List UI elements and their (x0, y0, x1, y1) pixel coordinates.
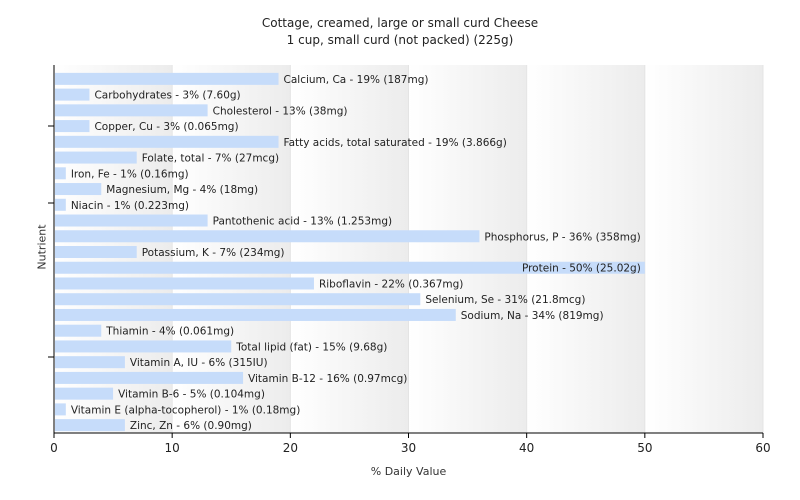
bar (55, 151, 137, 164)
x-tick-label: 60 (755, 441, 770, 455)
data-label: Phosphorus, P - 36% (358mg) (484, 231, 640, 243)
bar (55, 403, 66, 416)
x-tick-label: 20 (283, 441, 298, 455)
bar (55, 135, 279, 148)
data-label: Total lipid (fat) - 15% (9.68g) (235, 341, 387, 353)
data-label: Calcium, Ca - 19% (187mg) (284, 74, 429, 86)
bar (55, 356, 125, 369)
bar (55, 214, 208, 227)
data-label: Pantothenic acid - 13% (1.253mg) (213, 216, 392, 228)
data-label: Vitamin A, IU - 6% (315IU) (130, 357, 268, 369)
data-label: Selenium, Se - 31% (21.8mcg) (425, 294, 585, 306)
bar (55, 419, 125, 432)
bar (55, 324, 102, 337)
y-axis-label: Nutrient (35, 224, 49, 270)
bar (55, 72, 279, 85)
bar (55, 261, 645, 274)
data-label: Thiamin - 4% (0.061mg) (105, 326, 234, 338)
data-label: Fatty acids, total saturated - 19% (3.86… (284, 137, 507, 149)
x-tick-label: 40 (519, 441, 534, 455)
data-label: Magnesium, Mg - 4% (18mg) (106, 184, 258, 196)
x-tick-label: 50 (637, 441, 652, 455)
bar (55, 230, 480, 243)
data-label: Carbohydrates - 3% (7.60g) (94, 90, 240, 102)
data-label: Vitamin E (alpha-tocopherol) - 1% (0.18m… (71, 404, 300, 416)
data-label: Potassium, K - 7% (234mg) (142, 247, 285, 259)
bar (55, 198, 66, 211)
bar (55, 371, 244, 384)
data-label: Iron, Fe - 1% (0.16mg) (71, 168, 189, 180)
bar (55, 88, 90, 101)
data-label: Vitamin B-6 - 5% (0.104mg) (118, 389, 265, 401)
chart-title: Cottage, creamed, large or small curd Ch… (261, 16, 539, 30)
data-label: Riboflavin - 22% (0.367mg) (319, 278, 463, 290)
chart-subtitle: 1 cup, small curd (not packed) (225g) (286, 33, 514, 47)
bar (55, 277, 314, 290)
bar (55, 246, 137, 258)
bar (55, 387, 114, 400)
data-label: Protein - 50% (25.02g) (522, 263, 641, 275)
data-label: Copper, Cu - 3% (0.065mg) (94, 121, 238, 133)
data-label: Zinc, Zn - 6% (0.90mg) (130, 420, 252, 432)
grid-band (172, 65, 291, 433)
bar (55, 120, 90, 133)
bar (55, 167, 66, 180)
bar (55, 308, 456, 321)
data-label: Cholesterol - 13% (38mg) (213, 105, 348, 117)
grid-band (644, 65, 763, 433)
data-label: Niacin - 1% (0.223mg) (71, 200, 189, 212)
x-axis-label: % Daily Value (370, 465, 447, 478)
grid-band (408, 65, 527, 433)
data-label: Folate, total - 7% (27mcg) (142, 153, 279, 165)
grid-band (526, 65, 645, 433)
bar (55, 183, 102, 196)
bar (55, 340, 232, 353)
x-tick-label: 30 (401, 441, 416, 455)
x-tick-label: 10 (165, 441, 180, 455)
data-label: Sodium, Na - 34% (819mg) (461, 310, 604, 322)
data-label: Vitamin B-12 - 16% (0.97mcg) (248, 373, 407, 385)
bar (55, 104, 208, 117)
bar (55, 293, 421, 306)
x-tick-label: 0 (50, 441, 58, 455)
grid-band (290, 65, 409, 433)
